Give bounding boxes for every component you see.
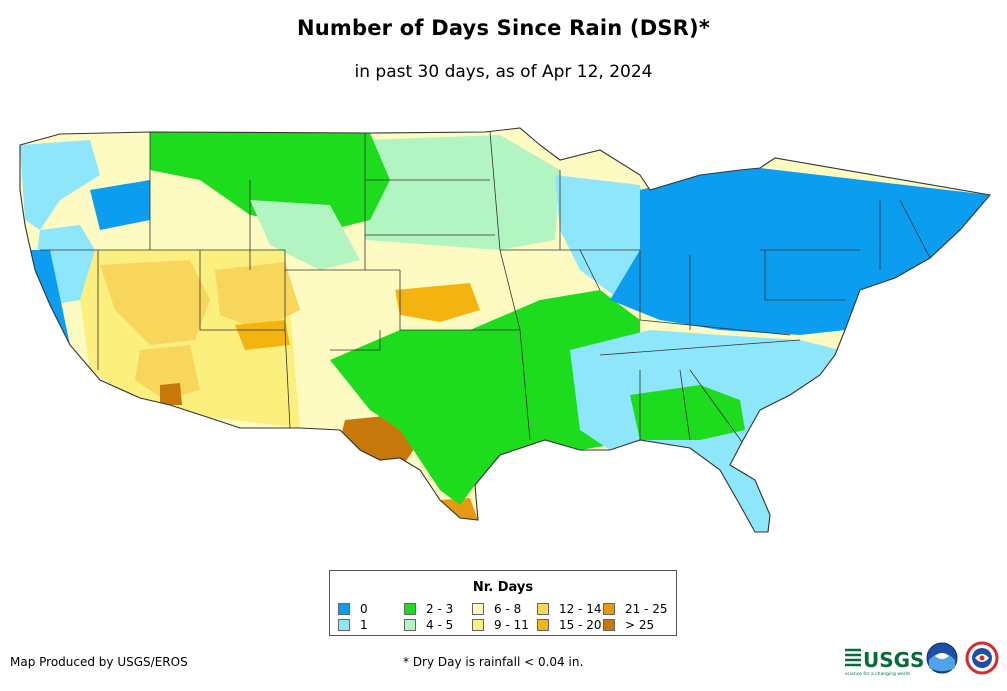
legend-label-1: 1	[360, 618, 368, 632]
legend-label-21-25: 21 - 25	[625, 602, 668, 616]
legend-swatch-gt-25	[603, 619, 615, 631]
legend-swatch-1	[338, 619, 350, 631]
legend-item-6-8: 6 - 8	[472, 602, 521, 616]
legend-swatch-6-8	[472, 603, 484, 615]
usgs-logo-text: USGS	[863, 648, 924, 672]
legend-swatch-9-11	[472, 619, 484, 631]
legend-swatch-12-14	[537, 603, 549, 615]
nws-logo	[965, 641, 999, 675]
dsr-color-regions	[20, 128, 990, 532]
usgs-logo: USGS science for a changing world	[845, 648, 924, 677]
legend-item-4-5: 4 - 5	[404, 618, 453, 632]
legend-label-15-20: 15 - 20	[559, 618, 602, 632]
legend-title: Nr. Days	[472, 580, 534, 595]
legend-label-9-11: 9 - 11	[494, 618, 529, 632]
usgs-tagline: science for a changing world	[845, 671, 910, 677]
legend-swatch-21-25	[603, 603, 615, 615]
legend-swatch-2-3	[404, 603, 416, 615]
legend-swatch-0	[338, 603, 350, 615]
legend-item-2-3: 2 - 3	[404, 602, 453, 616]
legend-swatch-15-20	[537, 619, 549, 631]
agency-logos: USGS science for a changing world	[845, 641, 999, 677]
state-borders	[40, 131, 931, 443]
legend-item-gt-25: > 25	[603, 618, 654, 632]
map-subtitle: in past 30 days, as of Apr 12, 2024	[354, 62, 653, 82]
legend-item-12-14: 12 - 14	[537, 602, 602, 616]
legend-box: Nr. Days 0 1 2 - 3 4 - 5 6 - 8 9 - 11 12…	[329, 570, 677, 636]
map-credit: Map Produced by USGS/EROS	[10, 655, 188, 669]
dry-day-footnote: * Dry Day is rainfall < 0.04 in.	[403, 655, 584, 669]
legend-label-12-14: 12 - 14	[559, 602, 602, 616]
legend-label-0: 0	[360, 602, 368, 616]
us-dsr-map	[19, 127, 991, 533]
legend-label-2-3: 2 - 3	[426, 602, 454, 616]
legend-item-0: 0	[338, 602, 368, 616]
map-title: Number of Days Since Rain (DSR)*	[296, 16, 711, 40]
noaa-logo	[926, 642, 958, 674]
legend-item-15-20: 15 - 20	[537, 618, 602, 632]
legend-swatch-4-5	[404, 619, 416, 631]
legend-label-gt-25: > 25	[625, 618, 655, 632]
legend-item-9-11: 9 - 11	[472, 618, 529, 632]
legend-item-1: 1	[338, 618, 368, 632]
legend-item-21-25: 21 - 25	[603, 602, 668, 616]
legend-label-6-8: 6 - 8	[494, 602, 522, 616]
legend-label-4-5: 4 - 5	[426, 618, 454, 632]
